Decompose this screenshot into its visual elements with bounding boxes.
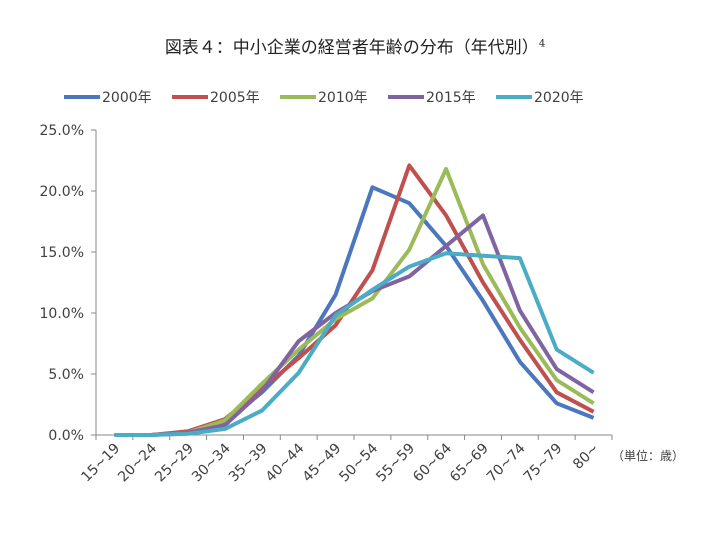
chart-title-footnote: 4 [538,38,546,50]
y-axis: 0.0% 5.0% 10.0% 15.0% 20.0% 25.0% [40,123,97,444]
x-tick-label: 30~34 [189,440,234,485]
x-tick-label: 35~39 [226,441,271,486]
unit-label: （単位：歳） [612,448,684,463]
legend-label: 2005年 [210,90,260,106]
legend-label: 2015年 [426,90,476,106]
series-lines [114,163,595,437]
y-tick-label: 0.0% [48,428,84,444]
series-line-2020年 [114,251,595,437]
y-tick-label: 15.0% [40,245,84,261]
legend-label: 2010年 [318,90,368,106]
x-tick-label: 65~69 [447,441,492,486]
x-tick-label: 70~74 [484,440,529,485]
x-tick-label: 45~49 [300,441,345,486]
x-tick-label: 75~79 [521,441,566,486]
y-tick-label: 10.0% [40,306,84,322]
x-tick-label: 50~54 [336,440,381,485]
y-tick-label: 5.0% [48,367,84,383]
x-tick-label: 15~19 [78,441,123,486]
series-line-2015年 [114,213,595,437]
chart-title: 図表４：中小企業の経営者年齢の分布（年代別）4 [0,33,710,58]
x-tick-label: 25~29 [152,441,197,486]
x-tick-label: 60~64 [410,440,455,485]
legend-label: 2020年 [534,90,584,106]
y-tick-label: 20.0% [40,184,84,200]
x-tick-label: 20~24 [115,440,160,485]
x-tick-label: 55~59 [373,441,418,486]
x-tick-label: 80~ [570,441,602,473]
chart-title-text: 図表４：中小企業の経営者年齢の分布（年代別） [164,38,539,58]
x-tick-label: 40~44 [263,440,308,485]
legend: 2000年 2005年 2010年 2015年 2020年 [64,90,584,106]
legend-label: 2000年 [102,90,152,106]
x-axis: 15~1920~2425~2930~3435~3940~4445~4950~54… [78,434,613,486]
y-tick-label: 25.0% [40,123,84,139]
